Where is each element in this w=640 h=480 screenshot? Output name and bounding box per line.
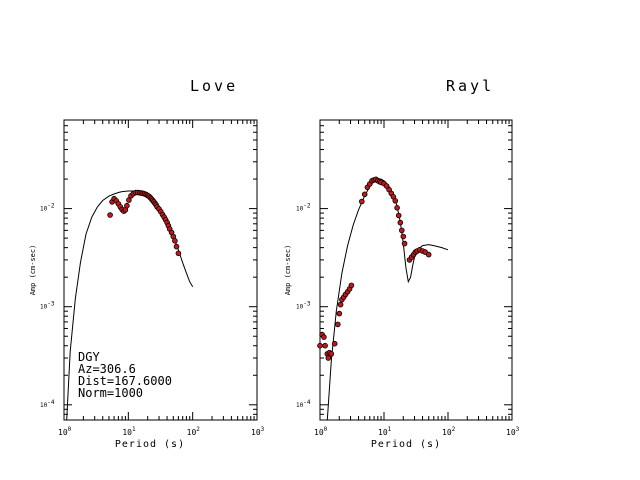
rayl-observed-point <box>401 240 408 247</box>
rayl-panel: Rayl 100 101 102 103 10-4 10-3 10-2 Period (s… <box>284 77 520 450</box>
rayl-observed-point <box>358 198 365 205</box>
rayl-observed-point <box>425 251 432 258</box>
rayl-observed-point <box>337 301 344 308</box>
rayl-observed-point <box>328 351 335 357</box>
rayl-observed-point <box>400 233 407 240</box>
love-observed-point <box>173 243 180 250</box>
rayl-observed-point <box>361 191 368 198</box>
rayl-x-tick-label: 100 <box>314 426 328 437</box>
rayl-observed-point <box>322 342 328 349</box>
station-info: DGY Az=306.6 Dist=167.6000 Norm=1000 <box>78 350 172 400</box>
love-plot-area <box>66 189 194 421</box>
rayl-observed-point <box>392 198 399 204</box>
love-observed-point <box>175 250 182 257</box>
distance-text: Dist=167.6000 <box>78 374 172 388</box>
rayl-x-tick-label: 103 <box>506 426 520 437</box>
station-name: DGY <box>78 350 100 364</box>
rayl-x-tick-labels: 100 101 102 103 <box>314 426 520 437</box>
norm-text: Norm=1000 <box>78 386 143 400</box>
love-y-tick-labels: 10-4 10-3 10-2 <box>40 203 55 409</box>
azimuth-text: Az=306.6 <box>78 362 136 376</box>
love-plot-frame <box>63 119 258 421</box>
love-x-tick-label: 100 <box>58 426 72 437</box>
rayl-y-tick-labels: 10-4 10-3 10-2 <box>296 203 311 409</box>
rayl-observed-point <box>394 205 400 211</box>
rayl-observed-point <box>321 334 327 340</box>
love-y-tick-label: 10-2 <box>40 203 55 213</box>
rayl-plot-frame <box>319 119 513 421</box>
rayl-y-tick-label: 10-3 <box>296 301 311 311</box>
rayl-observed-point <box>331 340 338 347</box>
rayl-ticks <box>319 119 513 421</box>
love-x-tick-label: 102 <box>187 426 201 437</box>
love-x-tick-label: 101 <box>122 426 136 437</box>
rayl-y-tick-label: 10-4 <box>296 399 311 409</box>
love-y-tick-label: 10-3 <box>40 301 55 311</box>
rayl-observed-point <box>395 212 402 219</box>
rayl-observed-point <box>334 321 341 328</box>
love-observed-point <box>172 238 178 244</box>
love-y-axis-label: Amp (cm-sec) <box>29 245 37 296</box>
rayl-y-tick-label: 10-2 <box>296 203 311 213</box>
love-observed-point <box>124 202 130 209</box>
rayl-observed-point <box>397 219 404 226</box>
rayl-x-tick-label: 101 <box>378 426 392 437</box>
love-panel: Love 100 101 102 103 10-4 10-3 10-2 Period (s… <box>29 77 265 450</box>
rayl-observed-point <box>398 227 405 234</box>
love-ticks <box>63 119 258 421</box>
rayl-plot-area <box>317 176 449 421</box>
love-y-tick-label: 10-4 <box>40 399 55 409</box>
rayl-observed-point <box>325 355 332 361</box>
love-x-tick-labels: 100 101 102 103 <box>58 426 265 437</box>
love-x-axis-label: Period (s) <box>115 439 185 450</box>
rayl-observed-point <box>317 342 323 349</box>
rayl-y-axis-label: Amp (cm-sec) <box>284 245 292 296</box>
rayl-title: Rayl <box>446 77 494 95</box>
love-observed-point <box>107 212 113 218</box>
rayl-x-tick-label: 102 <box>442 426 456 437</box>
rayl-x-axis-label: Period (s) <box>371 439 441 450</box>
love-x-tick-label: 103 <box>251 426 265 437</box>
rayl-observed-point <box>383 183 390 189</box>
love-observed-point <box>126 197 132 203</box>
love-title: Love <box>190 77 238 95</box>
rayl-observed-point <box>336 310 343 317</box>
rayl-observed-point <box>348 282 355 289</box>
